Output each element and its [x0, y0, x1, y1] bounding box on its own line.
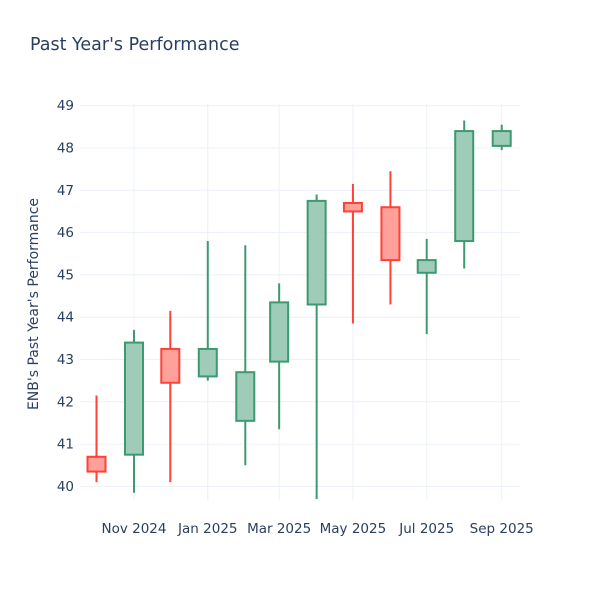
- candle-body: [306, 199, 327, 306]
- candle-mar-2025: [269, 283, 290, 430]
- chart-title: Past Year's Performance: [30, 35, 239, 55]
- candle-dec-2024: [160, 310, 181, 483]
- candle-body: [235, 371, 256, 422]
- candle-nov-2024: [123, 329, 144, 493]
- y-tick-label: 48: [57, 141, 74, 157]
- y-tick-label: 49: [57, 98, 74, 114]
- candle-aug-2025: [454, 120, 475, 269]
- candle-body: [160, 347, 181, 384]
- y-tick-label: 46: [57, 225, 74, 241]
- x-tick-label: Mar 2025: [247, 521, 311, 537]
- candle-body: [269, 301, 290, 363]
- candle-body: [342, 201, 363, 213]
- candle-body: [86, 455, 107, 473]
- candle-may-2025: [342, 183, 363, 324]
- y-tick-label: 40: [57, 479, 74, 495]
- candle-body: [380, 206, 401, 262]
- y-tick-label: 43: [57, 352, 74, 368]
- plot-area: [86, 120, 512, 500]
- candle-apr-2025: [306, 194, 327, 500]
- candle-body: [491, 130, 512, 147]
- x-tick-label: May 2025: [320, 521, 387, 537]
- x-tick-label: Jul 2025: [398, 521, 454, 537]
- candle-body: [123, 341, 144, 456]
- candle-body: [416, 259, 437, 274]
- y-tick-label: 44: [57, 310, 74, 326]
- x-tick-label: Nov 2024: [101, 521, 166, 537]
- x-tick-label: Sep 2025: [470, 521, 534, 537]
- candle-jul-2025: [416, 238, 437, 335]
- y-tick-label: 45: [57, 267, 74, 283]
- candle-sep-2025: [491, 124, 512, 151]
- y-tick-label: 41: [57, 437, 74, 453]
- x-tick-label: Jan 2025: [177, 521, 237, 537]
- candle-body: [454, 130, 475, 243]
- y-tick-label: 42: [57, 394, 74, 410]
- candle-jan-2025: [197, 241, 218, 381]
- grid-layer: [80, 104, 520, 500]
- candle-feb-2025: [235, 245, 256, 466]
- y-tick-label: 47: [57, 183, 74, 199]
- y-axis-title: ENB's Past Year's Performance: [26, 198, 42, 410]
- candle-body: [197, 347, 218, 378]
- candle-jun-2025: [380, 171, 401, 305]
- axis-labels: 40 41 42 43 44 45 46 47 48 49 Nov 2024 Jan 2025 Mar …: [57, 98, 534, 537]
- candle-oct-2024: [86, 395, 107, 483]
